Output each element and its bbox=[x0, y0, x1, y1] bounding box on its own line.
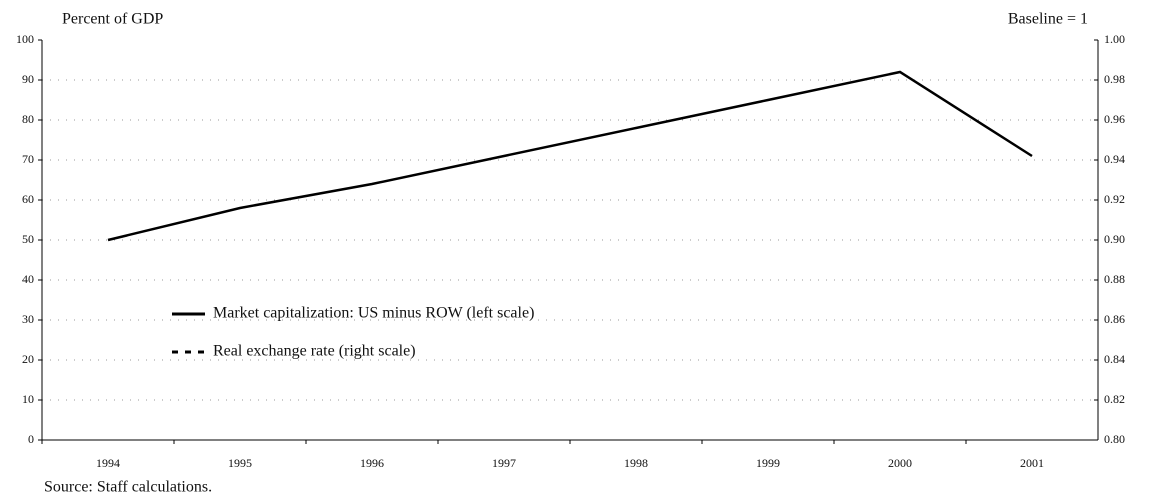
y-axis-label: Percent of GDP bbox=[62, 11, 163, 28]
y-tick-label: 10 bbox=[22, 392, 34, 406]
y2-axis-label: Baseline = 1 bbox=[1008, 11, 1088, 28]
y2-tick-label: 0.82 bbox=[1104, 392, 1125, 406]
y2-tick-label: 0.90 bbox=[1104, 232, 1125, 246]
series-line bbox=[107, 70, 1033, 242]
y2-tick-label: 1.00 bbox=[1104, 32, 1125, 46]
x-tick-label: 1998 bbox=[624, 456, 648, 470]
y-tick-label: 70 bbox=[22, 152, 34, 166]
y-tick-label: 50 bbox=[22, 232, 34, 246]
y2-tick-label: 0.98 bbox=[1104, 72, 1125, 86]
y2-tick-label: 0.86 bbox=[1104, 312, 1125, 326]
y2-tick-label: 0.84 bbox=[1104, 352, 1125, 366]
legend-label: Market capitalization: US minus ROW (lef… bbox=[213, 305, 534, 322]
y2-tick-label: 0.80 bbox=[1104, 432, 1125, 446]
y-tick-label: 0 bbox=[28, 432, 34, 446]
x-tick-label: 2001 bbox=[1020, 456, 1044, 470]
y-tick-label: 90 bbox=[22, 72, 34, 86]
y-tick-label: 20 bbox=[22, 352, 34, 366]
y2-tick-label: 0.92 bbox=[1104, 192, 1125, 206]
y-tick-label: 100 bbox=[16, 32, 34, 46]
y2-tick-label: 0.96 bbox=[1104, 112, 1125, 126]
y2-tick-label: 0.94 bbox=[1104, 152, 1125, 166]
x-tick-label: 1995 bbox=[228, 456, 252, 470]
y2-tick-label: 0.88 bbox=[1104, 272, 1125, 286]
y-tick-label: 80 bbox=[22, 112, 34, 126]
legend-label: Real exchange rate (right scale) bbox=[213, 343, 416, 360]
y-tick-label: 40 bbox=[22, 272, 34, 286]
x-tick-label: 1997 bbox=[492, 456, 516, 470]
x-tick-label: 1994 bbox=[96, 456, 120, 470]
x-tick-label: 1996 bbox=[360, 456, 384, 470]
source-note: Source: Staff calculations. bbox=[44, 479, 212, 496]
x-tick-label: 2000 bbox=[888, 456, 912, 470]
x-tick-label: 1999 bbox=[756, 456, 780, 470]
y-tick-label: 60 bbox=[22, 192, 34, 206]
y-tick-label: 30 bbox=[22, 312, 34, 326]
